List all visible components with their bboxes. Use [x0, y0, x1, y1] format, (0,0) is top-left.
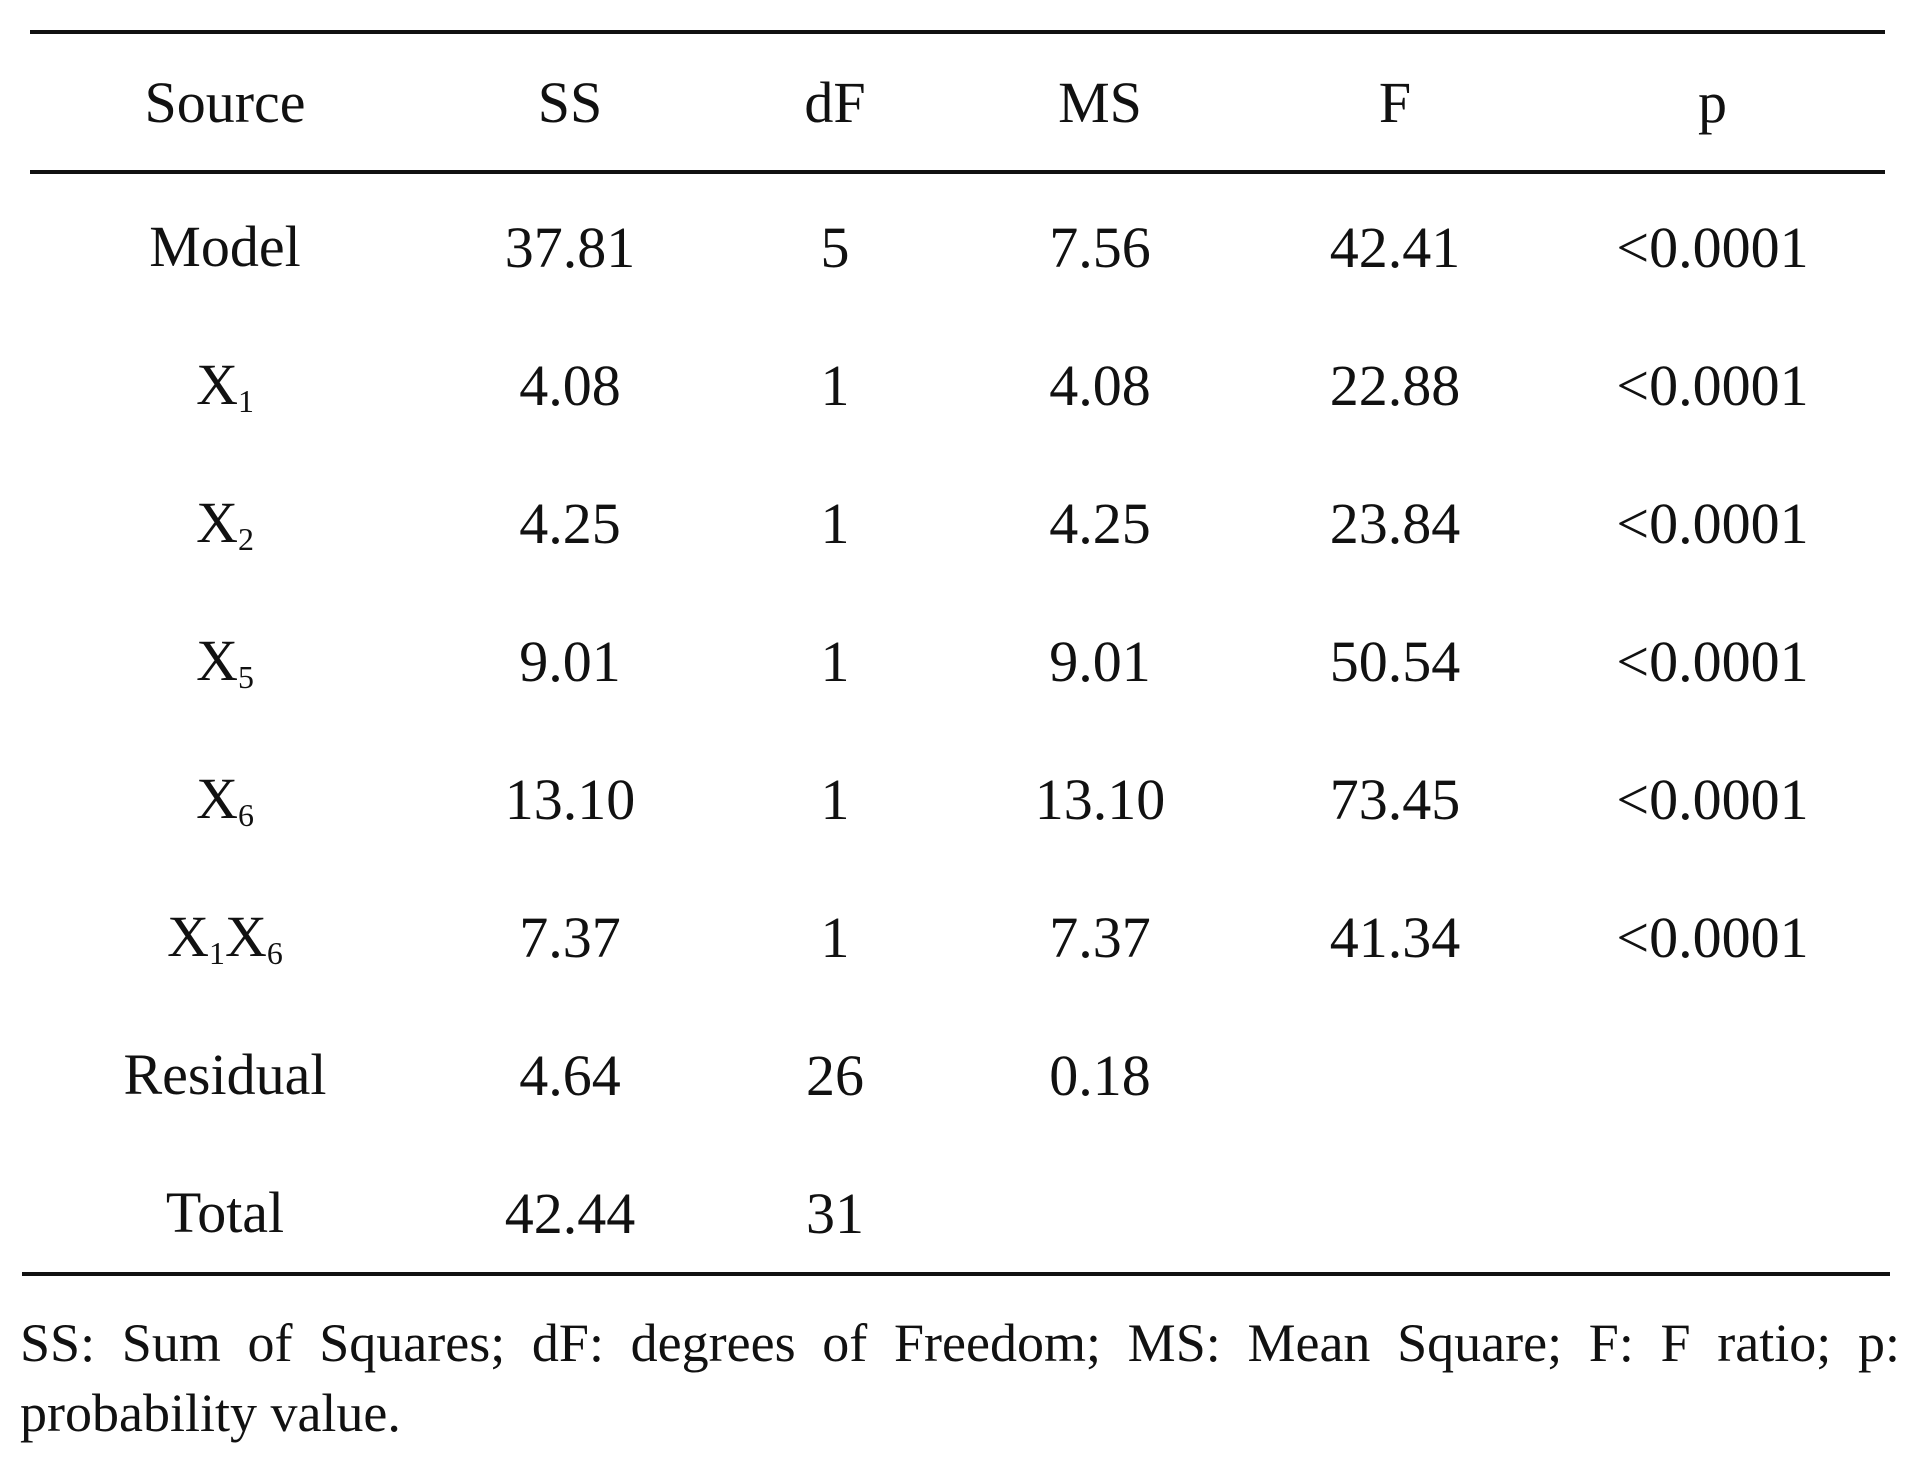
- cell-f: [1250, 1144, 1540, 1282]
- header-f: F: [1250, 34, 1540, 174]
- cell-p: <0.0001: [1616, 766, 1809, 832]
- table-row: Residual 4.64 26 0.18: [30, 1006, 1885, 1144]
- anova-table: Source SS dF MS F p Model 37.81 5 7.56 4…: [30, 34, 1885, 1282]
- anova-table-container: Source SS dF MS F p Model 37.81 5 7.56 4…: [30, 30, 1885, 1282]
- cell-p: [1540, 1144, 1885, 1282]
- cell-p: <0.0001: [1616, 628, 1809, 694]
- cell-p: <0.0001: [1616, 904, 1809, 970]
- cell-f: 73.45: [1329, 766, 1461, 832]
- cell-df: 1: [820, 904, 850, 970]
- cell-ms: 0.18: [1049, 1042, 1151, 1108]
- table-row: X1 4.08 1 4.08 22.88 <0.0001: [30, 316, 1885, 454]
- table-row: Total 42.44 31: [30, 1144, 1885, 1282]
- cell-df: 1: [820, 628, 850, 694]
- cell-ss: 4.64: [519, 1042, 621, 1108]
- cell-df: 1: [820, 490, 850, 556]
- cell-df: 31: [806, 1180, 864, 1246]
- cell-ms: 7.56: [1049, 214, 1151, 280]
- header-row: Source SS dF MS F p: [30, 34, 1885, 174]
- cell-p: [1540, 1006, 1885, 1144]
- cell-ms: 7.37: [1049, 904, 1151, 970]
- cell-p: <0.0001: [1616, 214, 1809, 280]
- cell-f: 41.34: [1329, 904, 1461, 970]
- cell-source: Model: [149, 213, 301, 279]
- cell-ms: 4.25: [1049, 490, 1151, 556]
- table-bottom-rule: [22, 1272, 1890, 1276]
- cell-f: 22.88: [1329, 352, 1461, 418]
- cell-f: 42.41: [1329, 214, 1461, 280]
- cell-p: <0.0001: [1616, 490, 1809, 556]
- table-row: Model 37.81 5 7.56 42.41 <0.0001: [30, 172, 1885, 316]
- cell-ss: 9.01: [519, 628, 621, 694]
- cell-p: <0.0001: [1616, 352, 1809, 418]
- cell-ss: 13.10: [504, 766, 636, 832]
- cell-ms: 4.08: [1049, 352, 1151, 418]
- cell-ss: 7.37: [519, 904, 621, 970]
- cell-f: [1250, 1006, 1540, 1144]
- cell-df: 1: [820, 352, 850, 418]
- cell-df: 26: [806, 1042, 864, 1108]
- cell-ms: 13.10: [1034, 766, 1166, 832]
- cell-ss: 4.08: [519, 352, 621, 418]
- cell-source: X1: [196, 351, 254, 419]
- cell-ss: 4.25: [519, 490, 621, 556]
- cell-ms: [950, 1144, 1250, 1282]
- cell-source: X5: [196, 627, 254, 695]
- cell-ss: 37.81: [504, 214, 636, 280]
- cell-source: Total: [165, 1179, 285, 1245]
- cell-source: Residual: [123, 1041, 327, 1107]
- cell-df: 1: [820, 766, 850, 832]
- cell-source: X6: [196, 765, 254, 833]
- cell-f: 23.84: [1329, 490, 1461, 556]
- header-p: p: [1540, 34, 1885, 174]
- header-ms: MS: [950, 34, 1250, 174]
- header-source: Source: [30, 34, 420, 174]
- cell-source: X1X6: [167, 903, 283, 971]
- cell-f: 50.54: [1329, 628, 1461, 694]
- cell-ss: 42.44: [504, 1180, 636, 1246]
- table-row: X2 4.25 1 4.25 23.84 <0.0001: [30, 454, 1885, 592]
- cell-ms: 9.01: [1049, 628, 1151, 694]
- header-df: dF: [720, 34, 950, 174]
- table-top-rule: [30, 30, 1885, 34]
- cell-source: X2: [196, 489, 254, 557]
- header-ss: SS: [420, 34, 720, 174]
- table-footnote: SS: Sum of Squares; dF: degrees of Freed…: [20, 1313, 1900, 1443]
- table-row: X5 9.01 1 9.01 50.54 <0.0001: [30, 592, 1885, 730]
- cell-df: 5: [820, 214, 850, 280]
- table-row: X6 13.10 1 13.10 73.45 <0.0001: [30, 730, 1885, 868]
- table-row: X1X6 7.37 1 7.37 41.34 <0.0001: [30, 868, 1885, 1006]
